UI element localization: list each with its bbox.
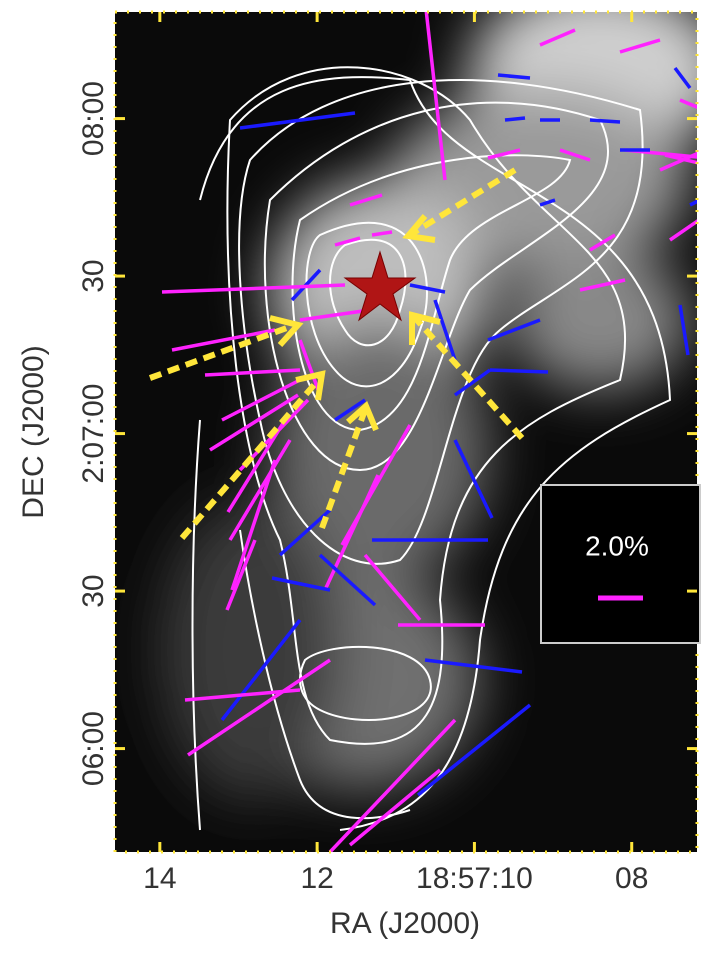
legend-label: 2.0%: [585, 530, 649, 561]
vector: [490, 370, 548, 372]
x-tick-label: 18:57:10: [416, 862, 533, 895]
y-tick-label: 30: [77, 574, 110, 607]
y-tick-label: 2:07:00: [77, 384, 110, 484]
figure: 2.0% RA (J2000) DEC (J2000) 14 12 18:57:10…: [0, 0, 728, 953]
y-axis-label: DEC (J2000): [17, 345, 50, 518]
x-axis-label: RA (J2000): [330, 907, 480, 940]
image: [115, 0, 728, 852]
legend-box: [541, 485, 700, 643]
vector: [590, 120, 620, 122]
vector: [505, 118, 525, 120]
x-tick-label: 12: [300, 862, 333, 895]
y-tick-label: 08:00: [77, 81, 110, 156]
y-tick-label: 06:00: [77, 711, 110, 786]
x-tick-label: 14: [143, 862, 176, 895]
y-tick-label: 30: [77, 259, 110, 292]
x-tick-label: 08: [615, 862, 648, 895]
